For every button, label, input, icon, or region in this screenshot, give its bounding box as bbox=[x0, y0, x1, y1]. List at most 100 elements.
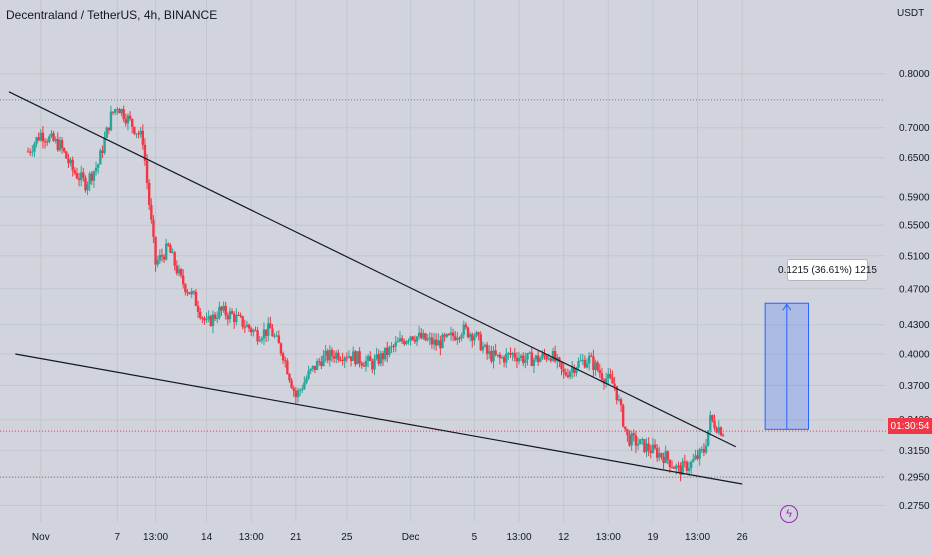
current-price-tag: 01:30:54 bbox=[888, 418, 932, 434]
candle-down bbox=[152, 219, 155, 237]
candle-down bbox=[188, 292, 191, 295]
candle-down bbox=[111, 111, 115, 113]
candle-up bbox=[177, 269, 181, 274]
time-tick-label: 13:00 bbox=[596, 532, 621, 543]
candle-up bbox=[258, 340, 261, 342]
candle-up bbox=[475, 332, 478, 337]
measure-tool bbox=[764, 302, 809, 430]
candle-down bbox=[288, 374, 291, 381]
candle-down bbox=[685, 461, 689, 471]
candle-down bbox=[332, 356, 336, 359]
candle-up bbox=[664, 451, 667, 463]
candle-up bbox=[86, 184, 89, 191]
candle-down bbox=[643, 439, 646, 452]
candle-up bbox=[496, 354, 499, 356]
candle-down bbox=[655, 448, 659, 458]
candle-down bbox=[196, 305, 200, 312]
price-tick-label: 0.8000 bbox=[899, 69, 930, 80]
candle-down bbox=[411, 336, 414, 340]
chart-title: Decentraland / TetherUS, 4h, BINANCE bbox=[6, 8, 218, 22]
candle-up bbox=[706, 430, 710, 446]
candle-down bbox=[124, 119, 128, 124]
candle-down bbox=[443, 334, 446, 337]
candle-up bbox=[528, 352, 531, 354]
candle-down bbox=[233, 313, 236, 323]
candle-down bbox=[677, 465, 680, 467]
candle-up bbox=[228, 311, 232, 320]
trendlines bbox=[8, 91, 743, 485]
candle-down bbox=[615, 386, 618, 401]
candle-up bbox=[604, 378, 608, 384]
candle-down bbox=[721, 435, 725, 437]
candle-down bbox=[647, 443, 650, 451]
candle-down bbox=[77, 178, 81, 181]
candle-down bbox=[184, 284, 187, 292]
candle-up bbox=[689, 461, 693, 469]
candle-down bbox=[269, 323, 272, 329]
price-axis[interactable]: 0.8000 0.7000 0.6500 0.5900 0.5500 0.5100 0.47… bbox=[899, 69, 930, 512]
time-axis[interactable]: Nov 7 13:00 14 13:00 21 25 Dec 5 13:00 12 13:00 19 13… bbox=[32, 532, 748, 543]
candle-down bbox=[118, 109, 121, 114]
price-tick-label: 0.3700 bbox=[899, 381, 930, 392]
candle-up bbox=[432, 339, 436, 345]
candle-up bbox=[700, 449, 703, 451]
candle-down bbox=[143, 144, 147, 161]
candle-down bbox=[613, 383, 616, 387]
candle-up bbox=[352, 351, 355, 361]
candle-down bbox=[430, 337, 434, 345]
candle-down bbox=[256, 330, 259, 342]
price-tick-label: 0.3150 bbox=[899, 446, 930, 457]
candle-down bbox=[150, 204, 153, 220]
candle-down bbox=[167, 243, 170, 246]
candles bbox=[26, 105, 725, 482]
candle-down bbox=[45, 141, 49, 143]
candle-down bbox=[243, 326, 247, 328]
candle-up bbox=[103, 137, 106, 153]
candle-down bbox=[175, 265, 179, 274]
candle-down bbox=[277, 335, 281, 344]
candle-down bbox=[713, 420, 716, 429]
candle-up bbox=[532, 359, 536, 366]
time-tick-label: 19 bbox=[647, 532, 659, 543]
candle-up bbox=[303, 382, 306, 390]
candle-down bbox=[458, 337, 461, 339]
candle-up bbox=[483, 344, 487, 347]
candle-up bbox=[594, 362, 597, 370]
candle-down bbox=[107, 127, 111, 131]
candle-down bbox=[553, 350, 557, 362]
candle-up bbox=[526, 353, 529, 360]
candle-down bbox=[596, 362, 599, 371]
lightning-icon[interactable]: ϟ bbox=[780, 505, 798, 523]
candle-down bbox=[213, 314, 217, 319]
candle-down bbox=[137, 133, 140, 135]
candle-up bbox=[394, 342, 397, 347]
price-tick-label: 0.5100 bbox=[899, 251, 930, 262]
candle-down bbox=[513, 353, 516, 358]
candle-up bbox=[507, 352, 510, 354]
candle-down bbox=[670, 467, 674, 469]
trendline-lower bbox=[15, 353, 743, 485]
candle-down bbox=[424, 333, 427, 341]
candle-down bbox=[84, 177, 87, 191]
candle-down bbox=[330, 349, 334, 357]
candle-down bbox=[145, 160, 149, 183]
candle-down bbox=[286, 360, 289, 375]
candle-down bbox=[634, 435, 638, 446]
trendline-upper bbox=[8, 91, 737, 448]
candle-up bbox=[54, 138, 57, 141]
candle-down bbox=[160, 254, 164, 257]
candle-down bbox=[226, 315, 230, 320]
candle-up bbox=[126, 115, 130, 124]
candle-down bbox=[583, 359, 587, 368]
time-tick-label: 7 bbox=[115, 532, 121, 543]
candle-down bbox=[162, 256, 166, 260]
candle-down bbox=[536, 355, 540, 363]
candle-up bbox=[651, 444, 655, 453]
candle-up bbox=[517, 357, 521, 362]
candle-up bbox=[356, 351, 359, 365]
candle-down bbox=[26, 151, 30, 153]
candle-down bbox=[52, 133, 55, 141]
price-tick-label: 0.5900 bbox=[899, 192, 930, 203]
